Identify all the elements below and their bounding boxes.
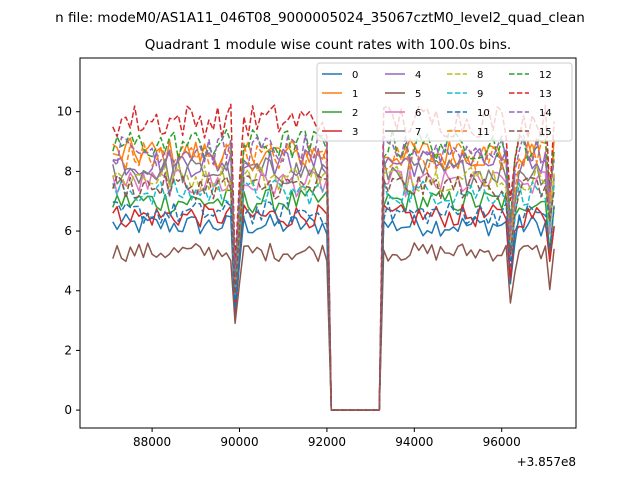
legend-label-2: 2 xyxy=(352,108,358,119)
x-tick-label: 92000 xyxy=(308,435,346,449)
legend-label-12: 12 xyxy=(539,70,552,81)
x-tick-label: 96000 xyxy=(483,435,521,449)
series-lines xyxy=(112,103,555,411)
y-tick-label: 6 xyxy=(64,224,72,238)
legend-label-10: 10 xyxy=(477,108,490,119)
legend-label-14: 14 xyxy=(539,108,552,119)
axes-frame xyxy=(79,57,577,429)
legend-label-1: 1 xyxy=(352,89,358,100)
legend-label-15: 15 xyxy=(539,127,552,138)
series-line-1 xyxy=(112,137,555,411)
y-tick-label: 8 xyxy=(64,164,72,178)
y-tick-label: 4 xyxy=(64,284,72,298)
y-axis: 0 2 4 6 8 10 xyxy=(57,105,80,417)
series-line-0 xyxy=(112,213,555,411)
series-line-14 xyxy=(112,134,555,411)
legend-label-13: 13 xyxy=(539,89,552,100)
legend-label-7: 7 xyxy=(415,127,421,138)
y-tick-label: 10 xyxy=(57,105,72,119)
x-offset-label: +3.857e8 xyxy=(517,455,576,469)
chart-title: Quadrant 1 module wise count rates with … xyxy=(145,37,511,53)
y-tick-label: 0 xyxy=(64,403,72,417)
x-axis: 88000 90000 92000 94000 96000 xyxy=(133,428,521,449)
legend-label-6: 6 xyxy=(415,108,421,119)
legend-label-11: 11 xyxy=(477,127,490,138)
series-line-6 xyxy=(112,169,555,411)
legend-label-3: 3 xyxy=(352,127,358,138)
series-line-4 xyxy=(112,147,555,411)
series-line-5 xyxy=(112,242,555,411)
legend-label-5: 5 xyxy=(415,89,421,100)
x-tick-label: 94000 xyxy=(395,435,433,449)
legend-label-9: 9 xyxy=(477,89,483,100)
legend-frame xyxy=(316,62,573,142)
legend-label-0: 0 xyxy=(352,70,358,81)
figure-suptitle: n file: modeM0/AS1A11_046T08_9000005024_… xyxy=(55,10,585,26)
legend-label-8: 8 xyxy=(477,70,483,81)
y-tick-label: 2 xyxy=(64,343,72,357)
x-tick-label: 90000 xyxy=(220,435,258,449)
series-line-9 xyxy=(112,179,555,411)
series-line-15 xyxy=(112,172,555,411)
x-tick-label: 88000 xyxy=(133,435,171,449)
legend-label-4: 4 xyxy=(415,70,421,81)
series-line-11 xyxy=(112,141,555,411)
